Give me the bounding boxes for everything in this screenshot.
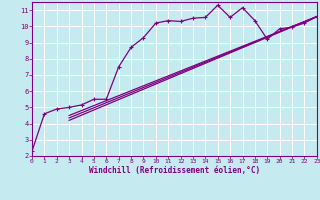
X-axis label: Windchill (Refroidissement éolien,°C): Windchill (Refroidissement éolien,°C) — [89, 166, 260, 175]
